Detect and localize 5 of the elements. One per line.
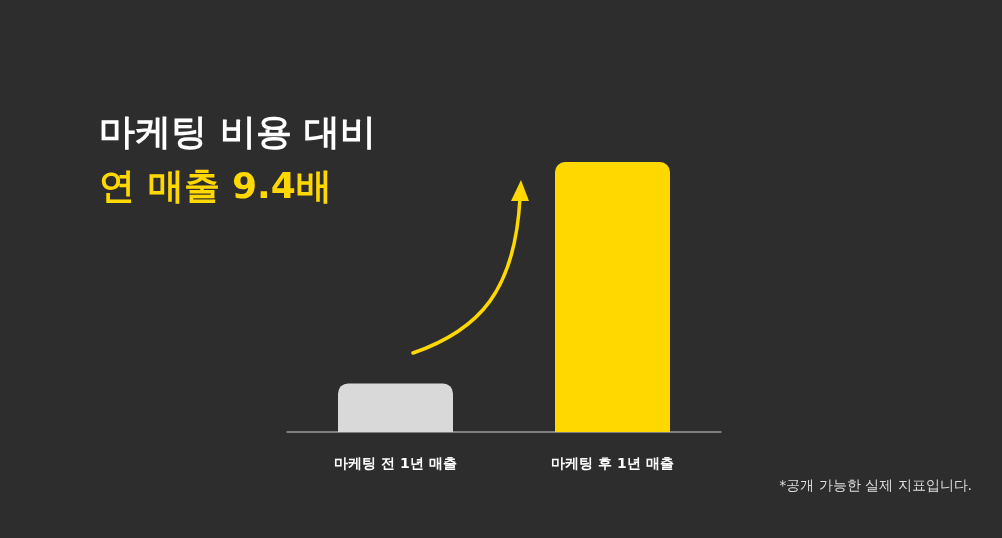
chart-title: 마케팅 비용 대비 [99, 110, 377, 152]
chart-subtitle: 연 매출 9.4배 [99, 164, 332, 206]
x-tick-label: 마케팅 전 1년 매출 [334, 455, 457, 471]
x-tick-label: 마케팅 후 1년 매출 [551, 455, 674, 471]
text: *공개 가능한 실제 지표입니다. [779, 477, 973, 493]
